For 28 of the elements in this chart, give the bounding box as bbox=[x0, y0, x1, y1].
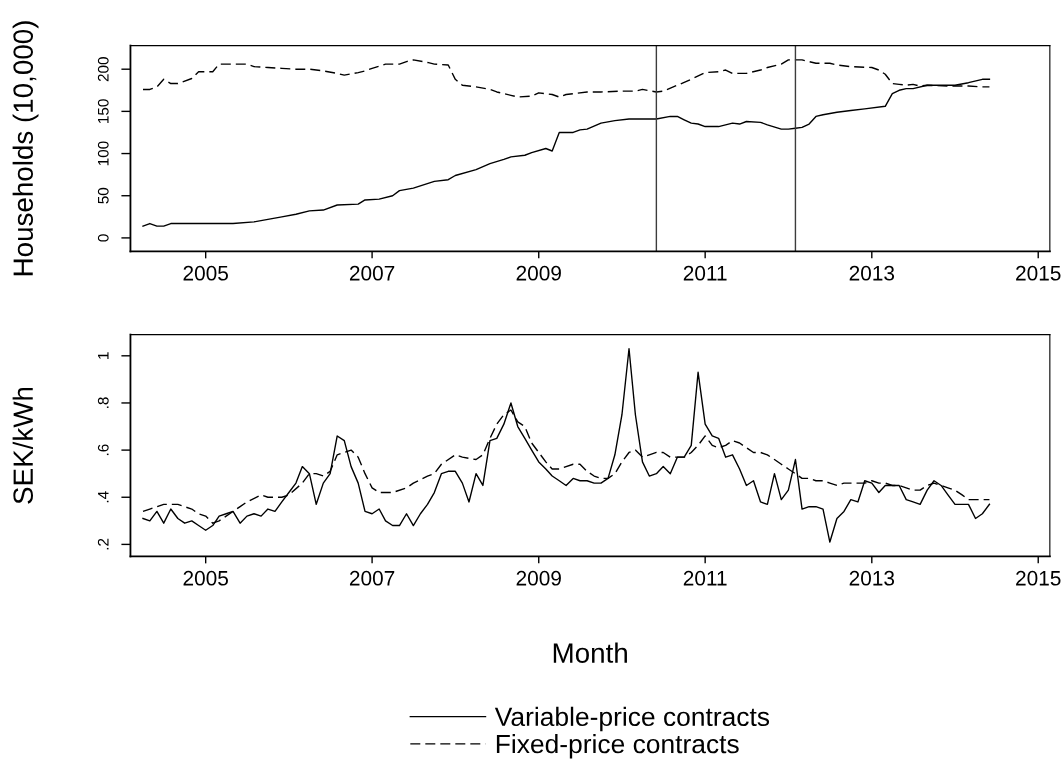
legend-label: Fixed-price contracts bbox=[496, 733, 739, 759]
y-axis-title: Households (10,000) bbox=[12, 21, 39, 276]
x-tick-label: 2005 bbox=[183, 570, 228, 586]
y-tick-label: 100 bbox=[97, 141, 109, 166]
x-tick-label: 2007 bbox=[349, 570, 395, 586]
x-tick-label: 2013 bbox=[849, 265, 895, 281]
y-tick-label: 50 bbox=[97, 187, 109, 204]
y-tick-label: 1 bbox=[98, 352, 109, 359]
y-tick-label: .4 bbox=[98, 491, 109, 503]
y-tick-label: 200 bbox=[97, 57, 109, 82]
y-tick-label: .8 bbox=[97, 397, 109, 408]
x-tick-label: 2007 bbox=[349, 265, 395, 281]
x-tick-label: 2015 bbox=[1016, 265, 1061, 281]
x-tick-label: 2009 bbox=[516, 570, 561, 586]
legend-label: Variable-price contracts bbox=[494, 706, 770, 732]
x-tick-label: 2011 bbox=[683, 265, 727, 281]
line-series bbox=[142, 348, 991, 543]
y-tick-label: 150 bbox=[97, 99, 109, 123]
y-tick-label: 0 bbox=[97, 234, 109, 242]
y-axis-title: SEK/kWh bbox=[12, 387, 34, 504]
x-tick-label: 2005 bbox=[183, 265, 228, 281]
x-tick-label: 2009 bbox=[516, 265, 561, 281]
x-tick-label: 2013 bbox=[849, 570, 895, 586]
x-tick-label: 2015 bbox=[1016, 570, 1061, 586]
x-tick-label: 2011 bbox=[683, 570, 727, 586]
x-axis-title: Month bbox=[553, 642, 627, 663]
y-tick-label: .2 bbox=[97, 538, 109, 550]
y-tick-label: .6 bbox=[97, 444, 109, 456]
